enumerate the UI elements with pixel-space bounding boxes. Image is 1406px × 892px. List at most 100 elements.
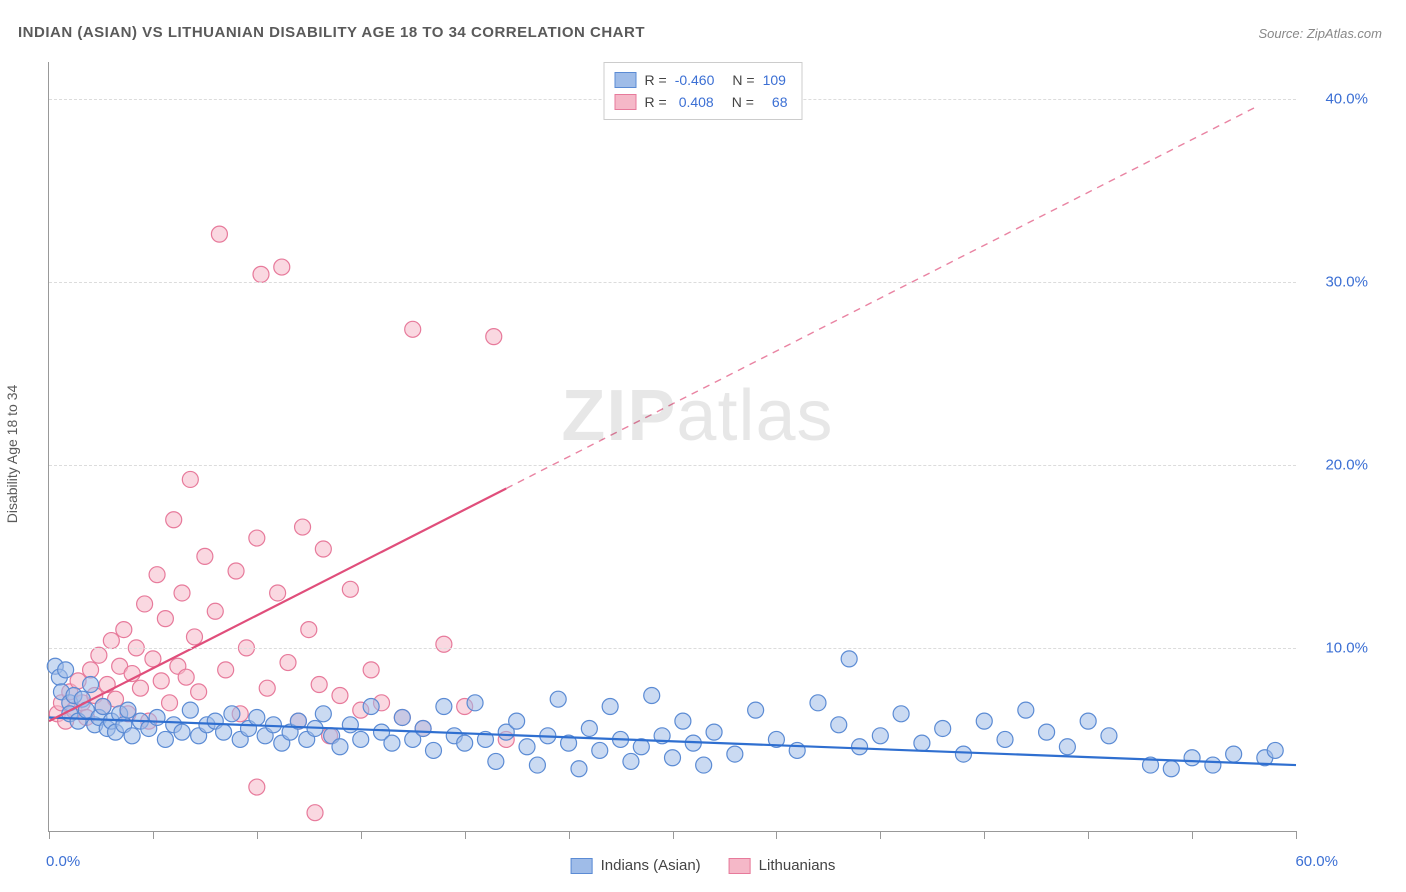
data-point xyxy=(99,677,115,693)
data-point xyxy=(1101,728,1117,744)
data-point xyxy=(592,742,608,758)
data-point xyxy=(224,706,240,722)
legend-swatch-lithuanians xyxy=(729,858,751,874)
legend-swatch-indians xyxy=(571,858,593,874)
data-point xyxy=(696,757,712,773)
data-point xyxy=(124,728,140,744)
chart-title: INDIAN (ASIAN) VS LITHUANIAN DISABILITY … xyxy=(18,24,645,41)
data-point xyxy=(550,691,566,707)
x-max-label: 60.0% xyxy=(1295,853,1338,870)
x-tick xyxy=(1088,831,1089,839)
data-point xyxy=(1184,750,1200,766)
data-point xyxy=(253,266,269,282)
data-point xyxy=(394,709,410,725)
legend-item-lithuanians: Lithuanians xyxy=(729,857,836,874)
data-point xyxy=(529,757,545,773)
r-value-2: 0.408 xyxy=(679,91,714,113)
x-tick xyxy=(880,831,881,839)
data-point xyxy=(457,735,473,751)
data-point xyxy=(488,753,504,769)
data-point xyxy=(644,688,660,704)
data-point xyxy=(228,563,244,579)
trend-line-lithuanians-solid xyxy=(49,488,506,721)
data-point xyxy=(935,720,951,736)
r-label-1: R = xyxy=(645,69,667,91)
data-point xyxy=(197,548,213,564)
r-label-2: R = xyxy=(645,91,667,113)
data-point xyxy=(274,259,290,275)
data-point xyxy=(509,713,525,729)
data-point xyxy=(216,724,232,740)
gridline xyxy=(49,648,1296,649)
x-tick xyxy=(153,831,154,839)
data-point xyxy=(623,753,639,769)
plot-area: ZIPatlas 10.0%20.0%30.0%40.0% xyxy=(48,62,1296,832)
data-point xyxy=(178,669,194,685)
legend-item-indians: Indians (Asian) xyxy=(571,857,701,874)
y-tick-label: 30.0% xyxy=(1325,273,1368,290)
data-point xyxy=(872,728,888,744)
data-point xyxy=(153,673,169,689)
stats-legend: R = -0.460 N = 109 R = 0.408 N = 68 xyxy=(604,62,803,120)
gridline xyxy=(49,282,1296,283)
n-value-1: 109 xyxy=(763,69,786,91)
data-point xyxy=(1080,713,1096,729)
y-tick-label: 40.0% xyxy=(1325,90,1368,107)
x-tick xyxy=(1192,831,1193,839)
data-point xyxy=(1039,724,1055,740)
data-point xyxy=(174,724,190,740)
data-point xyxy=(95,698,111,714)
data-point xyxy=(280,655,296,671)
data-point xyxy=(1226,746,1242,762)
data-point xyxy=(727,746,743,762)
data-point xyxy=(363,698,379,714)
data-point xyxy=(976,713,992,729)
n-value-2: 68 xyxy=(772,91,788,113)
data-point xyxy=(311,677,327,693)
data-point xyxy=(315,706,331,722)
n-label-2: N = xyxy=(732,91,754,113)
data-point xyxy=(486,329,502,345)
source-prefix: Source: xyxy=(1258,26,1306,41)
data-point xyxy=(706,724,722,740)
data-point xyxy=(83,662,99,678)
series-legend: Indians (Asian) Lithuanians xyxy=(571,857,836,874)
x-tick xyxy=(361,831,362,839)
data-point xyxy=(1205,757,1221,773)
data-point xyxy=(353,731,369,747)
data-point xyxy=(831,717,847,733)
swatch-indians xyxy=(615,72,637,88)
data-point xyxy=(249,530,265,546)
data-point xyxy=(116,622,132,638)
scatter-svg xyxy=(49,62,1296,831)
data-point xyxy=(166,512,182,528)
data-point xyxy=(249,709,265,725)
data-point xyxy=(259,680,275,696)
swatch-lithuanians xyxy=(615,94,637,110)
data-point xyxy=(332,688,348,704)
data-point xyxy=(405,321,421,337)
data-point xyxy=(384,735,400,751)
data-point xyxy=(149,567,165,583)
data-point xyxy=(270,585,286,601)
data-point xyxy=(249,779,265,795)
data-point xyxy=(841,651,857,667)
data-point xyxy=(342,581,358,597)
data-point xyxy=(893,706,909,722)
data-point xyxy=(207,603,223,619)
x-tick xyxy=(673,831,674,839)
data-point xyxy=(852,739,868,755)
data-point xyxy=(436,636,452,652)
data-point xyxy=(295,519,311,535)
x-tick xyxy=(984,831,985,839)
x-tick xyxy=(1296,831,1297,839)
data-point xyxy=(182,702,198,718)
data-point xyxy=(157,731,173,747)
data-point xyxy=(467,695,483,711)
data-point xyxy=(581,720,597,736)
x-tick xyxy=(569,831,570,839)
gridline xyxy=(49,465,1296,466)
legend-label-lithuanians: Lithuanians xyxy=(759,857,836,874)
data-point xyxy=(342,717,358,733)
n-label-1: N = xyxy=(732,69,754,91)
